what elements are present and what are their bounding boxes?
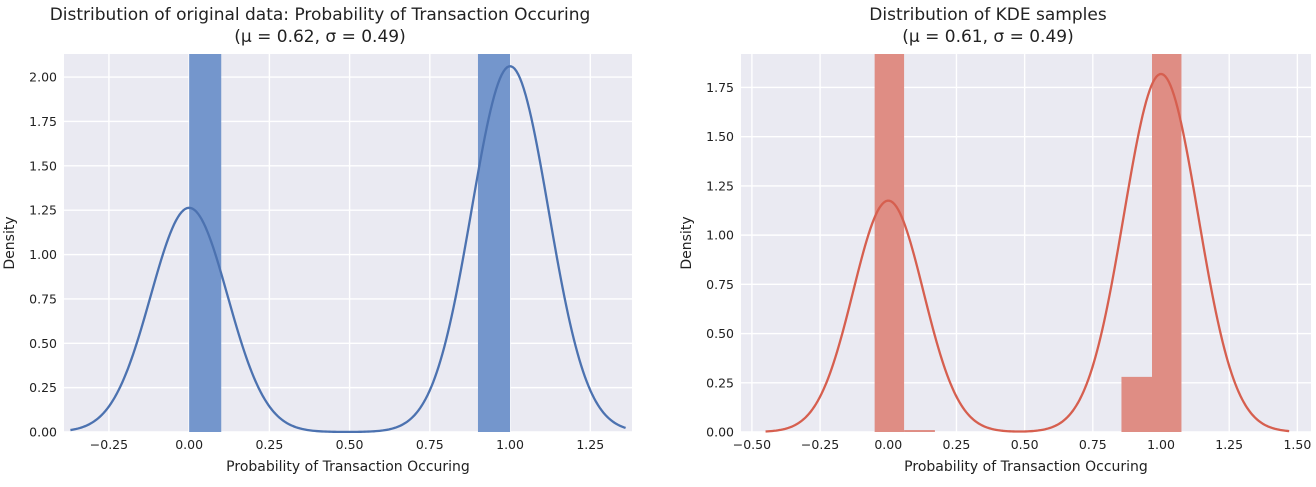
y-tick-label: 1.75 <box>29 114 57 129</box>
y-tick-label: 0.00 <box>29 425 57 440</box>
chart-kde-samples: Distribution of KDE samples (μ = 0.61, σ… <box>660 0 1316 483</box>
histogram-bar <box>904 430 935 432</box>
x-tick-label: 0.75 <box>416 437 444 452</box>
histogram-bar <box>189 54 222 432</box>
y-tick-label: 0.50 <box>706 326 734 341</box>
x-tick-label: 0.25 <box>943 437 971 452</box>
chart-title: Distribution of original data: Probabili… <box>0 4 640 48</box>
y-axis-label: Density <box>679 216 695 269</box>
histogram-bar <box>477 54 511 432</box>
chart-plot: −0.25 0.00 0.25 0.50 0.75 1.00 1.25 0.00 0.25 0.5… <box>2 54 632 475</box>
y-tick-label: 0.25 <box>706 375 734 390</box>
y-tick-label: 1.25 <box>29 203 57 218</box>
chart-original-data: Distribution of original data: Probabili… <box>0 0 640 483</box>
histogram-bar <box>1152 54 1182 432</box>
x-tick-label: 1.25 <box>576 437 604 452</box>
y-axis-label: Density <box>2 216 18 269</box>
y-tick-label: 0.25 <box>29 380 57 395</box>
chart-title-main: Distribution of KDE samples <box>869 5 1107 25</box>
x-tick-label: 1.00 <box>1147 437 1175 452</box>
y-tick-label: 0.00 <box>706 425 734 440</box>
x-axis-label: Probability of Transaction Occuring <box>904 459 1148 475</box>
kde-curve <box>70 65 626 434</box>
x-tick-label: 0.25 <box>255 437 283 452</box>
y-tick-label: 1.00 <box>706 228 734 243</box>
x-tick-label: −0.50 <box>733 437 771 452</box>
x-tick-label: 1.25 <box>1215 437 1243 452</box>
y-tick-label: 1.50 <box>706 129 734 144</box>
x-tick-label: 0.00 <box>874 437 902 452</box>
chart-plot: −0.50 −0.25 0.00 0.25 0.50 0.75 1.00 1.25 1.50 0.… <box>679 54 1311 475</box>
chart-title: Distribution of KDE samples (μ = 0.61, σ… <box>660 4 1316 48</box>
chart-title-main: Distribution of original data: Probabili… <box>49 5 591 25</box>
plot-area <box>64 54 632 432</box>
chart-subtitle: (μ = 0.62, σ = 0.49) <box>234 27 406 47</box>
x-tick-label: 0.50 <box>336 437 364 452</box>
histogram-bar <box>1121 376 1152 432</box>
x-tick-label: 1.50 <box>1283 437 1311 452</box>
x-tick-label: −0.25 <box>801 437 839 452</box>
y-tick-label: 2.00 <box>29 70 57 85</box>
y-tick-label: 1.50 <box>29 158 57 173</box>
y-tick-label: 1.00 <box>29 247 57 262</box>
y-tick-label: 1.25 <box>706 178 734 193</box>
y-tick-label: 0.50 <box>29 336 57 351</box>
x-tick-label: 1.00 <box>496 437 524 452</box>
x-axis-label: Probability of Transaction Occuring <box>226 459 470 475</box>
x-tick-label: 0.00 <box>175 437 203 452</box>
kde-curve <box>765 72 1290 433</box>
x-tick-label: 0.50 <box>1011 437 1039 452</box>
y-tick-label: 0.75 <box>706 277 734 292</box>
histogram-bar <box>874 54 905 432</box>
x-tick-label: −0.25 <box>90 437 128 452</box>
y-tick-label: 0.75 <box>29 291 57 306</box>
y-tick-label: 1.75 <box>706 80 734 95</box>
chart-subtitle: (μ = 0.61, σ = 0.49) <box>902 27 1074 47</box>
plot-area <box>741 54 1311 432</box>
x-tick-label: 0.75 <box>1079 437 1107 452</box>
